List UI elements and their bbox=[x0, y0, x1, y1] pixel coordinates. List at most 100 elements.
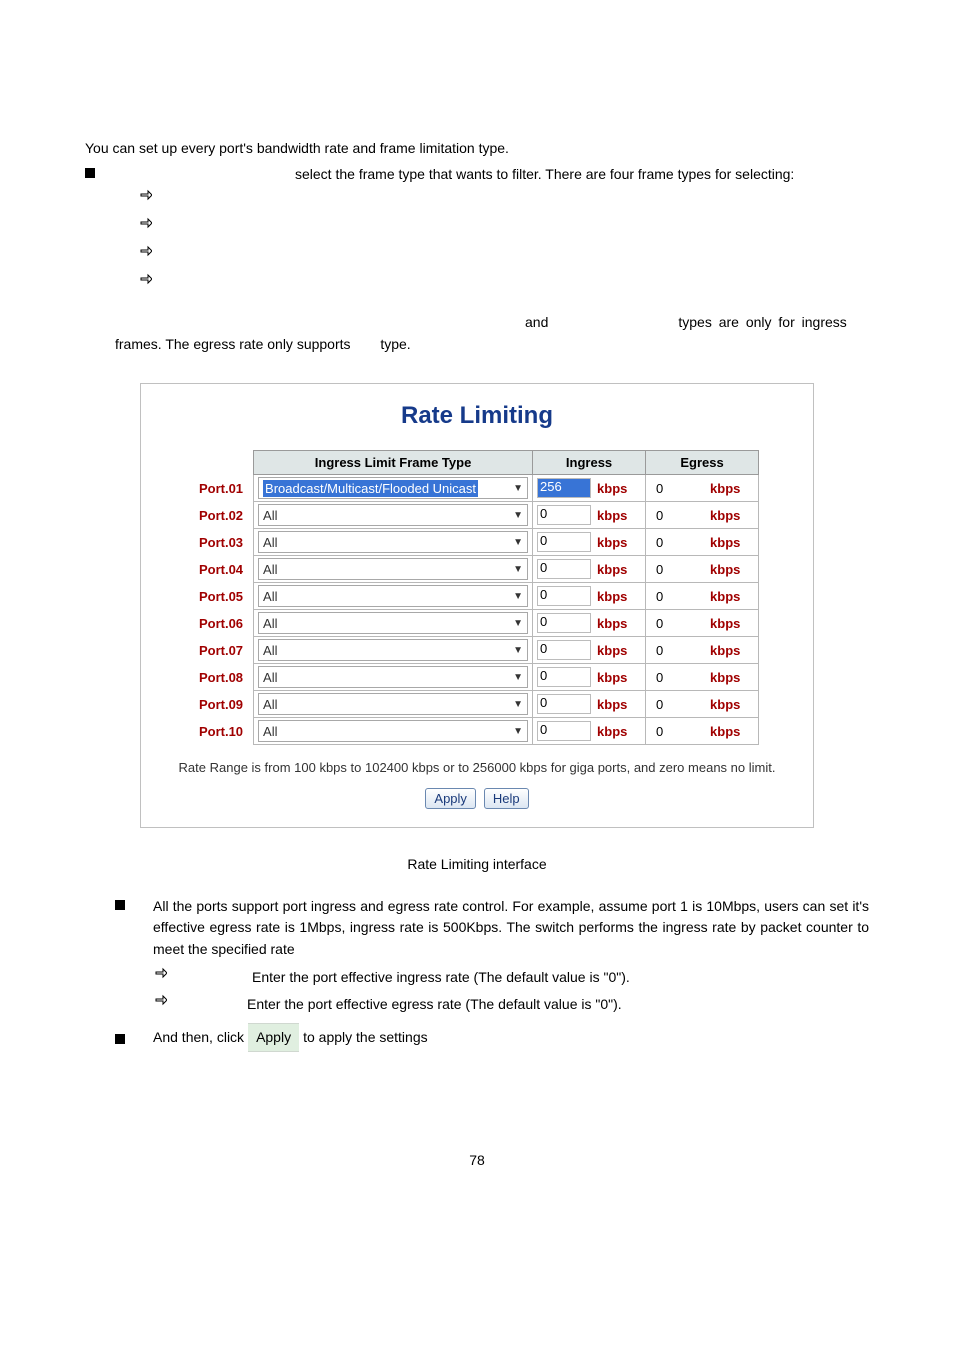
unit-label: kbps bbox=[597, 589, 627, 604]
square-bullet-icon bbox=[85, 168, 95, 178]
chevron-down-icon: ▼ bbox=[513, 591, 523, 602]
unit-label: kbps bbox=[710, 724, 740, 739]
ingress-input[interactable]: 0 bbox=[537, 721, 591, 741]
egress-value: 0 bbox=[650, 670, 704, 685]
frame-type-select[interactable]: All▼ bbox=[258, 666, 528, 688]
unit-label: kbps bbox=[710, 508, 740, 523]
page-number: 78 bbox=[85, 1152, 869, 1168]
figure-caption: Rate Limiting interface bbox=[85, 856, 869, 872]
arrow-bullet-icon bbox=[140, 273, 152, 285]
apply-button[interactable]: Apply bbox=[425, 788, 476, 809]
rate-range-note: Rate Range is from 100 kbps to 102400 kb… bbox=[171, 759, 783, 777]
frame-type-select[interactable]: All▼ bbox=[258, 585, 528, 607]
unit-label: kbps bbox=[710, 643, 740, 658]
unit-label: kbps bbox=[597, 481, 627, 496]
frame-type-select[interactable]: All▼ bbox=[258, 558, 528, 580]
unit-label: kbps bbox=[597, 535, 627, 550]
arrow-bullet-icon bbox=[155, 967, 167, 979]
frame-type-select[interactable]: All▼ bbox=[258, 693, 528, 715]
chevron-down-icon: ▼ bbox=[513, 483, 523, 494]
col-header-ingress: Ingress bbox=[533, 451, 646, 475]
frame-type-select[interactable]: All▼ bbox=[258, 639, 528, 661]
apply-chip[interactable]: Apply bbox=[248, 1023, 299, 1052]
ingress-input[interactable]: 0 bbox=[537, 613, 591, 633]
table-row: Port.06All▼0kbps0kbps bbox=[195, 610, 759, 637]
egress-desc: Enter the port effective egress rate (Th… bbox=[247, 994, 869, 1015]
chevron-down-icon: ▼ bbox=[513, 726, 523, 737]
unit-label: kbps bbox=[710, 670, 740, 685]
square-bullet-icon bbox=[115, 1034, 125, 1044]
unit-label: kbps bbox=[710, 481, 740, 496]
port-label: Port.06 bbox=[199, 616, 249, 631]
chevron-down-icon: ▼ bbox=[513, 699, 523, 710]
unit-label: kbps bbox=[597, 670, 627, 685]
apply-post-text: to apply the settings bbox=[303, 1027, 428, 1048]
ingress-input[interactable]: 0 bbox=[537, 559, 591, 579]
egress-value: 0 bbox=[650, 562, 704, 577]
ingress-input[interactable]: 0 bbox=[537, 640, 591, 660]
unit-label: kbps bbox=[597, 724, 627, 739]
egress-value: 0 bbox=[650, 589, 704, 604]
table-row: Port.02 All▼ 0 kbps 0 kbps bbox=[195, 502, 759, 529]
rate-limiting-table: Ingress Limit Frame Type Ingress Egress … bbox=[195, 450, 759, 745]
chevron-down-icon: ▼ bbox=[513, 672, 523, 683]
table-row: Port.04 All▼ 0 kbps 0 kbps bbox=[195, 556, 759, 583]
table-row: Port.07 All▼ 0 kbps 0 kbps bbox=[195, 637, 759, 664]
note-line-2: frames. The egress rate only supports ty… bbox=[115, 334, 869, 356]
port-label: Port.04 bbox=[199, 562, 249, 577]
unit-label: kbps bbox=[597, 562, 627, 577]
ingress-input[interactable]: 0 bbox=[537, 586, 591, 606]
chevron-down-icon: ▼ bbox=[513, 645, 523, 656]
unit-label: kbps bbox=[597, 616, 627, 631]
egress-value: 0 bbox=[650, 481, 704, 496]
frame-type-select[interactable]: All▼ bbox=[258, 612, 528, 634]
ingress-input[interactable]: 0 bbox=[537, 532, 591, 552]
chevron-down-icon: ▼ bbox=[513, 510, 523, 521]
arrow-bullet-icon bbox=[140, 245, 152, 257]
frame-type-item: Broadcast/Multicast bbox=[170, 245, 869, 266]
port-label: Port.03 bbox=[199, 535, 249, 550]
ingress-input[interactable]: 256 bbox=[537, 478, 591, 498]
port-label: Port.08 bbox=[199, 670, 249, 685]
unit-label: kbps bbox=[597, 643, 627, 658]
unit-label: kbps bbox=[710, 616, 740, 631]
table-row: Port.03 All▼ 0 kbps 0 kbps bbox=[195, 529, 759, 556]
unit-label: kbps bbox=[710, 697, 740, 712]
unit-label: kbps bbox=[710, 589, 740, 604]
port-label: Port.02 bbox=[199, 508, 249, 523]
ingress-desc: Enter the port effective ingress rate (T… bbox=[252, 967, 869, 988]
unit-label: kbps bbox=[710, 535, 740, 550]
egress-value: 0 bbox=[650, 643, 704, 658]
ingress-input[interactable]: 0 bbox=[537, 667, 591, 687]
frame-type-select[interactable]: All▼ bbox=[258, 720, 528, 742]
egress-value: 0 bbox=[650, 535, 704, 550]
arrow-bullet-icon bbox=[140, 189, 152, 201]
chevron-down-icon: ▼ bbox=[513, 618, 523, 629]
frame-type-select[interactable]: All▼ bbox=[258, 504, 528, 526]
note-line-1: and types are only for ingress bbox=[85, 312, 869, 334]
help-button[interactable]: Help bbox=[484, 788, 529, 809]
ingress-input[interactable]: 0 bbox=[537, 505, 591, 525]
frame-type-item: Broadcast/Multicast/Flooded Unicast bbox=[170, 217, 869, 238]
port-label: Port.05 bbox=[199, 589, 249, 604]
intro-text: You can set up every port's bandwidth ra… bbox=[85, 140, 869, 156]
unit-label: kbps bbox=[710, 562, 740, 577]
frame-type-select[interactable]: All▼ bbox=[258, 531, 528, 553]
table-row: Port.08 All▼ 0 kbps 0 kbps bbox=[195, 664, 759, 691]
table-row: Port.05 All▼ 0 kbps 0 kbps bbox=[195, 583, 759, 610]
frame-type-select[interactable]: Broadcast/Multicast/Flooded Unicast▼ bbox=[258, 477, 528, 499]
rate-limiting-panel: Rate Limiting Ingress Limit Frame Type I… bbox=[140, 383, 814, 827]
table-row: Port.09All▼0kbps0kbps bbox=[195, 691, 759, 718]
port-label: Port.07 bbox=[199, 643, 249, 658]
square-bullet-icon bbox=[115, 900, 125, 910]
egress-value: 0 bbox=[650, 724, 704, 739]
unit-label: kbps bbox=[597, 508, 627, 523]
arrow-bullet-icon bbox=[155, 994, 167, 1006]
ingress-limit-desc: select the frame type that wants to filt… bbox=[295, 164, 869, 185]
rate-limiting-title: Rate Limiting bbox=[171, 402, 783, 430]
frame-type-item: All bbox=[170, 189, 869, 210]
frame-type-item: Broadcast only bbox=[170, 273, 869, 294]
col-header-type: Ingress Limit Frame Type bbox=[254, 451, 533, 475]
ingress-input[interactable]: 0 bbox=[537, 694, 591, 714]
egress-value: 0 bbox=[650, 508, 704, 523]
